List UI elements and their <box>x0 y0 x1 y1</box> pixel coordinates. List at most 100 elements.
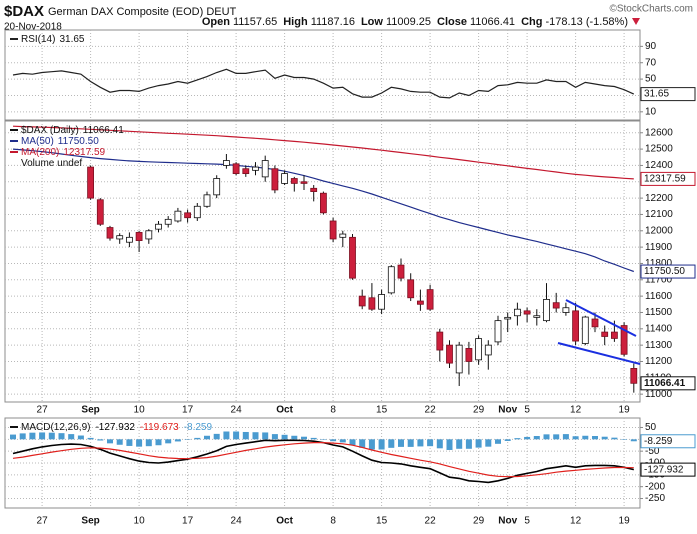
candle-body <box>242 168 250 175</box>
y-tick-label: 11600 <box>645 291 673 302</box>
value-box-label: -127.932 <box>644 464 684 475</box>
histogram-bar <box>533 436 540 440</box>
candle-body <box>620 325 628 355</box>
histogram-bar <box>281 434 288 440</box>
y-tick-label: 12100 <box>645 209 673 220</box>
histogram-bar <box>291 435 298 440</box>
candle-body <box>387 266 395 294</box>
histogram-bar <box>262 432 269 440</box>
candle-body <box>562 307 570 313</box>
candle-body <box>465 348 473 362</box>
x-tick-label: 10 <box>134 516 146 527</box>
panel-frame <box>4 120 641 403</box>
histogram-bar <box>427 439 434 447</box>
histogram-bar <box>407 439 414 447</box>
candle-body <box>426 289 434 310</box>
value-box <box>640 434 696 449</box>
histogram-bar <box>126 439 133 446</box>
candle-body <box>300 181 308 184</box>
histogram-bar <box>68 434 75 440</box>
y-tick-label: -50 <box>645 446 660 457</box>
value-box <box>640 264 696 279</box>
candle-body <box>484 344 492 356</box>
trend-line <box>557 342 641 365</box>
histogram-bar <box>417 439 424 447</box>
histogram-bar <box>213 433 220 440</box>
histogram-bar <box>485 439 492 447</box>
value-box <box>640 462 696 477</box>
series-line <box>12 125 634 180</box>
candle-body <box>252 166 259 171</box>
histogram-bar <box>504 439 511 441</box>
candle-body <box>358 295 366 307</box>
candle-body <box>184 212 192 219</box>
candle-body <box>106 227 114 239</box>
candle-body <box>455 344 463 374</box>
histogram-bar <box>29 432 36 440</box>
histogram-bar <box>368 439 375 450</box>
x-tick-label: 22 <box>425 516 437 527</box>
histogram-bar <box>611 437 618 440</box>
y-tick-label: 11000 <box>645 389 673 400</box>
legend-value: 12317.59 <box>63 147 105 158</box>
candle-body <box>174 210 182 222</box>
histogram-bar <box>87 437 94 440</box>
candle-body <box>310 187 318 192</box>
histogram-bar <box>194 437 201 440</box>
candle-body <box>407 279 415 299</box>
histogram-bar <box>165 439 172 444</box>
candle-body <box>349 236 356 279</box>
x-tick-label: 8 <box>330 516 336 527</box>
x-tick-label: Sep <box>81 405 99 416</box>
legend-value: 31.65 <box>59 34 84 45</box>
histogram-bar <box>524 436 531 440</box>
candle-body <box>601 331 609 337</box>
legend-title: MA(50) <box>21 136 54 147</box>
histogram-bar <box>592 436 598 440</box>
candle-body <box>543 299 550 322</box>
histogram-bar <box>339 439 346 443</box>
histogram-bar <box>97 439 104 441</box>
series-line <box>12 148 635 273</box>
x-tick-label: 10 <box>134 405 146 416</box>
y-tick-label: 50 <box>645 422 657 433</box>
candle-body <box>203 194 211 207</box>
histogram-bar <box>330 439 337 442</box>
y-tick-label: 11400 <box>645 323 673 334</box>
candle-body <box>494 320 502 343</box>
y-tick-label: 12200 <box>645 193 673 204</box>
trend-line <box>565 299 637 337</box>
legend-value: 11066.41 <box>83 125 124 136</box>
date: 20-Nov-2018 <box>4 22 62 33</box>
x-tick-label: 19 <box>619 516 631 527</box>
x-tick-label: 5 <box>524 516 530 527</box>
histogram-bar <box>48 432 55 440</box>
histogram-bar <box>39 432 46 440</box>
legend-title: MA(200) <box>21 147 59 158</box>
y-tick-label: 11200 <box>645 356 673 367</box>
histogram-bar <box>378 439 385 450</box>
y-tick-label: 11700 <box>645 274 673 285</box>
x-tick-label: 17 <box>182 405 194 416</box>
x-tick-label: Nov <box>498 516 517 527</box>
x-tick-label: 12 <box>570 516 582 527</box>
x-tick-label: 24 <box>231 405 243 416</box>
histogram-bar <box>543 434 550 440</box>
y-tick-label: -200 <box>645 481 665 492</box>
candle-body <box>329 220 337 240</box>
x-tick-label: 29 <box>473 405 485 416</box>
histogram-bar <box>184 439 191 440</box>
histogram-bar <box>465 439 472 449</box>
y-tick-label: 50 <box>645 74 657 85</box>
candle-body <box>368 297 376 310</box>
candle-body <box>436 331 444 351</box>
x-tick-label: 17 <box>182 516 194 527</box>
legend-title: RSI(14) <box>21 34 55 45</box>
histogram-bar <box>174 439 181 442</box>
histogram-bar <box>495 439 501 444</box>
x-tick-label: 29 <box>473 516 485 527</box>
candle-body <box>87 166 94 199</box>
value-box <box>640 87 696 102</box>
